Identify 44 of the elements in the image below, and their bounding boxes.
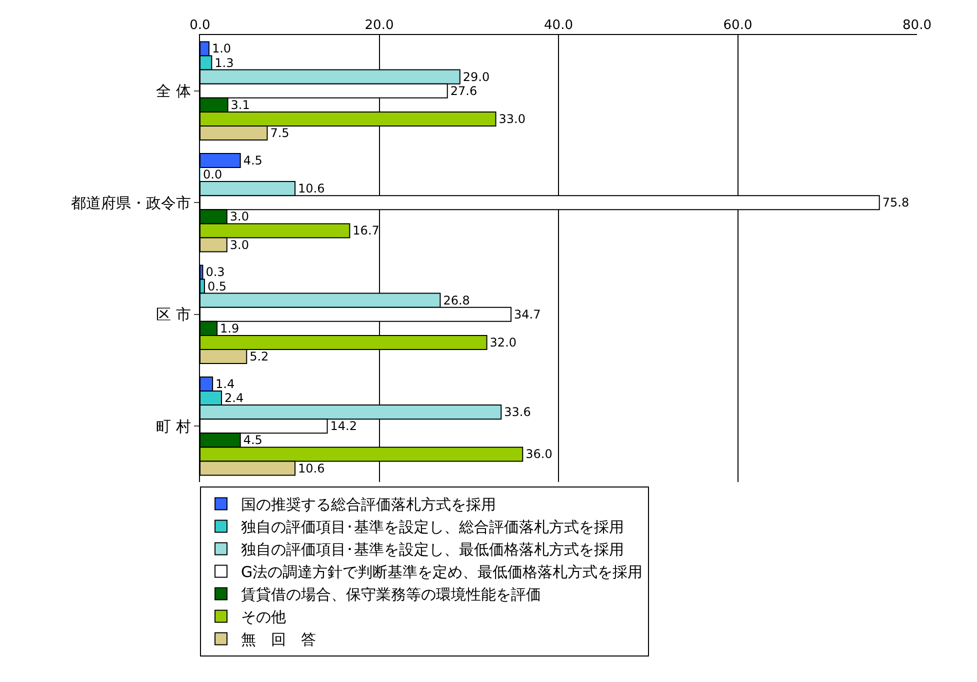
data-label: 0.0 (203, 168, 222, 182)
data-label: 33.0 (498, 112, 526, 126)
data-label: 5.2 (250, 350, 269, 364)
legend-label: その他 (241, 608, 286, 626)
x-tick-label: 20.0 (364, 18, 394, 33)
data-label: 2.4 (224, 391, 244, 406)
data-label: 3.0 (230, 210, 249, 224)
data-label: 10.6 (298, 182, 325, 196)
legend-label: G法の調達方針で判断基準を定め、最低価格落札方式を採用 (241, 563, 643, 582)
legend-label: 賃貸借の場合、保守業務等の環境性能を評価 (241, 586, 541, 604)
data-label: 34.7 (514, 307, 541, 322)
data-label: 14.2 (330, 419, 357, 434)
data-label: 36.0 (526, 447, 552, 462)
data-label: 16.7 (352, 224, 380, 238)
data-label: 29.0 (462, 70, 490, 84)
data-label: 4.5 (243, 433, 262, 448)
data-label: 1.4 (216, 376, 235, 391)
legend-label: 独自の評価項目･基準を設定し、最低価格落札方式を採用 (241, 540, 624, 559)
x-tick-label: 0.0 (190, 18, 210, 33)
data-label: 3.0 (230, 238, 249, 252)
data-label: 33.6 (504, 405, 531, 420)
y-tick-label: 全 体 (156, 82, 191, 100)
x-tick-label: 40.0 (544, 18, 573, 33)
data-label: 7.5 (270, 126, 290, 140)
data-label: 32.0 (490, 335, 517, 350)
x-tick-label: 60.0 (723, 18, 752, 33)
data-label: 26.8 (443, 293, 470, 308)
data-label: 3.1 (230, 98, 250, 112)
data-label: 1.0 (212, 42, 232, 56)
y-tick-label: 区 市 (156, 306, 191, 324)
legend-label: 無 回 答 (241, 630, 316, 649)
x-tick-label: 80.0 (902, 18, 932, 33)
legend-label: 独自の評価項目･基準を設定し、総合評価落札方式を採用 (241, 518, 624, 536)
data-label: 27.6 (450, 84, 478, 98)
data-label: 0.5 (207, 279, 227, 294)
data-label: 1.9 (220, 321, 240, 336)
data-label: 10.6 (298, 461, 325, 476)
y-tick-label: 町 村 (156, 417, 191, 436)
data-label: 75.8 (882, 196, 910, 210)
data-label: 4.5 (243, 153, 262, 168)
data-label: 0.3 (206, 265, 225, 280)
legend-label: 国の推奨する総合評価落札方式を採用 (241, 496, 496, 514)
y-tick-label: 都道府県・政令市 (71, 194, 191, 212)
data-label: 1.3 (214, 56, 234, 70)
